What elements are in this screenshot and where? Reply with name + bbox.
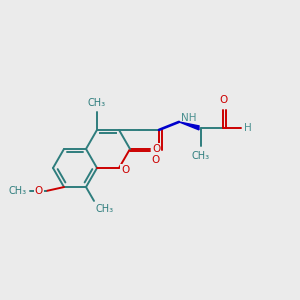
Text: CH₃: CH₃ <box>88 98 106 108</box>
Text: H: H <box>244 123 252 133</box>
Text: O: O <box>152 144 160 154</box>
Text: CH₃: CH₃ <box>9 186 27 196</box>
Text: NH: NH <box>181 113 197 123</box>
Text: O: O <box>121 165 129 175</box>
Text: O: O <box>35 186 43 196</box>
Text: CH₃: CH₃ <box>192 151 210 161</box>
Polygon shape <box>179 122 199 130</box>
Text: O: O <box>152 155 160 165</box>
Text: O: O <box>220 95 228 105</box>
Text: CH₃: CH₃ <box>96 204 114 214</box>
